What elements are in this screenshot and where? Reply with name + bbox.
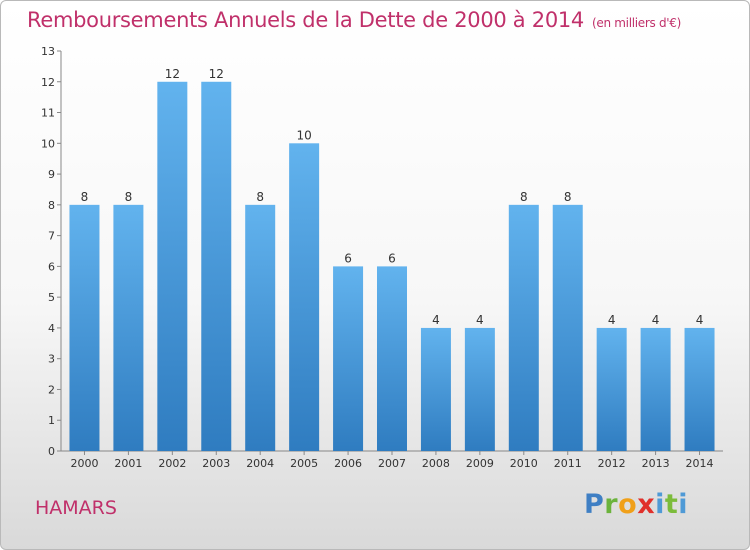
- y-tick-label: 10: [41, 137, 55, 150]
- city-name: HAMARS: [35, 497, 117, 519]
- proxiti-logo: Proxiti: [584, 489, 689, 520]
- value-label-2004: 8: [256, 190, 264, 204]
- x-tick-label-2000: 2000: [70, 457, 98, 470]
- value-label-2007: 6: [388, 251, 396, 265]
- x-tick-label-2007: 2007: [378, 457, 406, 470]
- bar-2005: [289, 143, 320, 452]
- chart-bars: [69, 81, 715, 452]
- value-label-2000: 8: [81, 190, 89, 204]
- value-label-2006: 6: [344, 251, 352, 265]
- value-label-2014: 4: [696, 313, 704, 327]
- x-tick-label-2010: 2010: [510, 457, 538, 470]
- bar-2014: [684, 327, 715, 451]
- y-tick-label: 1: [48, 414, 55, 427]
- chart-title-text: Remboursements Annuels de la Dette de 20…: [27, 8, 584, 32]
- y-tick-label: 7: [48, 230, 55, 243]
- x-tick-label-2012: 2012: [598, 457, 626, 470]
- value-label-2008: 4: [432, 313, 440, 327]
- value-label-2002: 12: [165, 67, 180, 81]
- bar-2007: [377, 266, 407, 451]
- bar-2001: [113, 204, 144, 451]
- x-tick-label-2005: 2005: [290, 457, 318, 470]
- x-tick-label-2008: 2008: [422, 457, 450, 470]
- value-label-2012: 4: [608, 313, 616, 327]
- bar-2009: [464, 327, 495, 451]
- x-tick-label-2006: 2006: [334, 457, 362, 470]
- value-label-2001: 8: [125, 190, 133, 204]
- y-tick-label: 3: [48, 353, 55, 366]
- x-tick-label-2002: 2002: [158, 457, 186, 470]
- bar-2012: [596, 327, 627, 451]
- y-tick-label: 8: [48, 199, 55, 212]
- bar-2011: [552, 204, 583, 451]
- value-label-2011: 8: [564, 190, 572, 204]
- value-label-2013: 4: [652, 313, 660, 327]
- bar-2008: [420, 327, 451, 451]
- y-tick-label: 11: [41, 107, 55, 120]
- bar-2004: [245, 204, 276, 451]
- y-tick-label: 12: [41, 76, 55, 89]
- chart-title: Remboursements Annuels de la Dette de 20…: [27, 8, 681, 32]
- bar-2000: [69, 204, 100, 451]
- x-tick-label-2009: 2009: [466, 457, 494, 470]
- y-tick-label: 2: [48, 383, 55, 396]
- bar-2013: [640, 327, 671, 451]
- y-tick-label: 4: [48, 322, 55, 335]
- bar-2010: [508, 204, 539, 451]
- bar-2003: [201, 81, 232, 452]
- x-tick-label-2011: 2011: [554, 457, 582, 470]
- x-tick-label-2004: 2004: [246, 457, 274, 470]
- value-label-2003: 12: [209, 67, 224, 81]
- y-tick-label: 6: [48, 260, 55, 273]
- value-label-2009: 4: [476, 313, 484, 327]
- y-tick-label: 9: [48, 168, 55, 181]
- value-label-2010: 8: [520, 190, 528, 204]
- x-tick-label-2003: 2003: [202, 457, 230, 470]
- bar-2002: [157, 81, 188, 452]
- chart-labels: 8 2000 8 2001 12 2002 12 2003 8 2004 10 2005 6 2006 6 2…: [70, 67, 713, 470]
- bar-2006: [333, 266, 364, 451]
- y-tick-label: 5: [48, 291, 55, 304]
- chart-unit: (en milliers d'€): [592, 16, 682, 30]
- y-tick-label: 13: [41, 45, 55, 58]
- y-tick-label: 0: [48, 445, 55, 458]
- x-tick-label-2013: 2013: [642, 457, 670, 470]
- value-label-2005: 10: [296, 128, 311, 142]
- x-tick-label-2001: 2001: [114, 457, 142, 470]
- x-tick-label-2014: 2014: [686, 457, 714, 470]
